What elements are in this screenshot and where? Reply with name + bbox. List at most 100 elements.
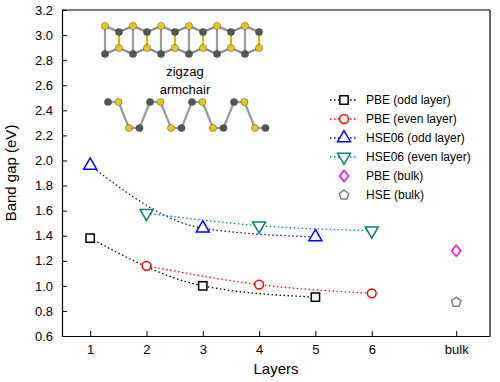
y-tick-mark	[62, 160, 67, 161]
atom	[241, 22, 248, 29]
x-tick-mark	[203, 331, 204, 336]
x-tick-label: 6	[369, 342, 376, 357]
annotation: armchair	[160, 82, 211, 97]
frame	[62, 9, 490, 10]
legend-label: HSE06 (even layer)	[366, 150, 471, 164]
y-tick-label: 2.8	[35, 53, 53, 68]
structure-inset	[101, 22, 269, 131]
atom	[104, 98, 111, 105]
x-tick: 6	[369, 331, 376, 357]
legend-item: PBE (bulk)	[340, 169, 424, 183]
bond	[244, 26, 246, 54]
bond	[224, 102, 235, 128]
bond	[245, 102, 256, 128]
x-axis-line	[63, 336, 491, 337]
y-tick-mark	[62, 110, 67, 111]
atom	[115, 98, 122, 105]
legend-label: HSE (bulk)	[366, 188, 424, 202]
bond	[119, 102, 130, 128]
y-tick-mark	[62, 336, 67, 337]
atom	[136, 124, 143, 131]
y-tick: 2.2	[35, 128, 67, 143]
marker	[452, 297, 461, 306]
y-tick-mark	[62, 211, 67, 212]
legend-label: PBE (bulk)	[366, 169, 423, 183]
atom	[241, 50, 248, 57]
atom	[255, 44, 262, 51]
legend-marker	[338, 131, 351, 142]
atom	[101, 22, 108, 29]
x-tick: 4	[256, 331, 263, 357]
marker	[452, 245, 461, 256]
x-tick-mark	[146, 331, 147, 336]
y-tick-mark	[62, 135, 67, 136]
atom	[143, 28, 150, 35]
y-tick-label: 1.4	[35, 228, 53, 243]
legend-marker	[338, 153, 351, 164]
x-tick-label: 2	[143, 342, 150, 357]
marker	[86, 234, 94, 242]
x-tick-label: bulk	[445, 342, 469, 357]
x-tick-mark	[315, 331, 316, 336]
x-tick-label: 3	[200, 342, 207, 357]
plot-area	[84, 158, 461, 306]
y-tick-mark	[62, 286, 67, 287]
legend-item: HSE (bulk)	[339, 188, 424, 202]
marker	[255, 280, 264, 289]
y-tick-label: 2.6	[35, 78, 53, 93]
legend: PBE (odd layer)PBE (even layer)HSE06 (od…	[330, 93, 471, 202]
atom	[227, 28, 234, 35]
bond	[188, 26, 190, 54]
y-tick-mark	[62, 236, 67, 237]
legend-marker	[340, 96, 348, 104]
y-tick: 3.2	[35, 3, 67, 18]
atom	[157, 98, 164, 105]
bond	[182, 102, 193, 128]
atom	[171, 44, 178, 51]
series-line	[146, 266, 371, 294]
y-tick-label: 1.0	[35, 279, 53, 294]
bond	[104, 26, 106, 54]
marker	[196, 221, 209, 232]
series-line	[90, 165, 315, 236]
atom	[188, 98, 195, 105]
atom	[185, 50, 192, 57]
atom	[213, 22, 220, 29]
atom	[251, 124, 258, 131]
y-tick-mark	[62, 10, 67, 11]
x-tick: bulk	[445, 331, 469, 357]
legend-label: HSE06 (odd layer)	[366, 131, 465, 145]
y-tick: 2.8	[35, 53, 67, 68]
atom	[146, 98, 153, 105]
x-tick-mark	[90, 331, 91, 336]
marker	[142, 261, 151, 270]
y-tick: 3.0	[35, 28, 67, 43]
legend-label: PBE (odd layer)	[366, 93, 451, 107]
atom	[129, 22, 136, 29]
y-tick-label: 2.4	[35, 103, 53, 118]
y-tick: 1.2	[35, 253, 67, 268]
y-tick: 0.6	[35, 329, 67, 344]
atom	[178, 124, 185, 131]
atom	[167, 124, 174, 131]
y-tick-mark	[62, 186, 67, 187]
atom	[220, 124, 227, 131]
atom	[209, 124, 216, 131]
y-tick-label: 0.6	[35, 329, 53, 344]
bond	[203, 102, 214, 128]
marker	[84, 158, 97, 169]
marker	[367, 289, 376, 298]
y-tick-label: 1.2	[35, 253, 53, 268]
legend-marker	[340, 170, 349, 181]
y-tick-mark	[62, 311, 67, 312]
x-tick: 2	[143, 331, 150, 357]
y-tick: 2.0	[35, 153, 67, 168]
atom	[199, 28, 206, 35]
atom	[115, 28, 122, 35]
x-tick-mark	[259, 331, 260, 336]
atom	[227, 44, 234, 51]
x-tick-label: 4	[256, 342, 263, 357]
x-tick-mark	[456, 331, 457, 336]
atom	[143, 44, 150, 51]
y-tick-label: 0.8	[35, 304, 53, 319]
